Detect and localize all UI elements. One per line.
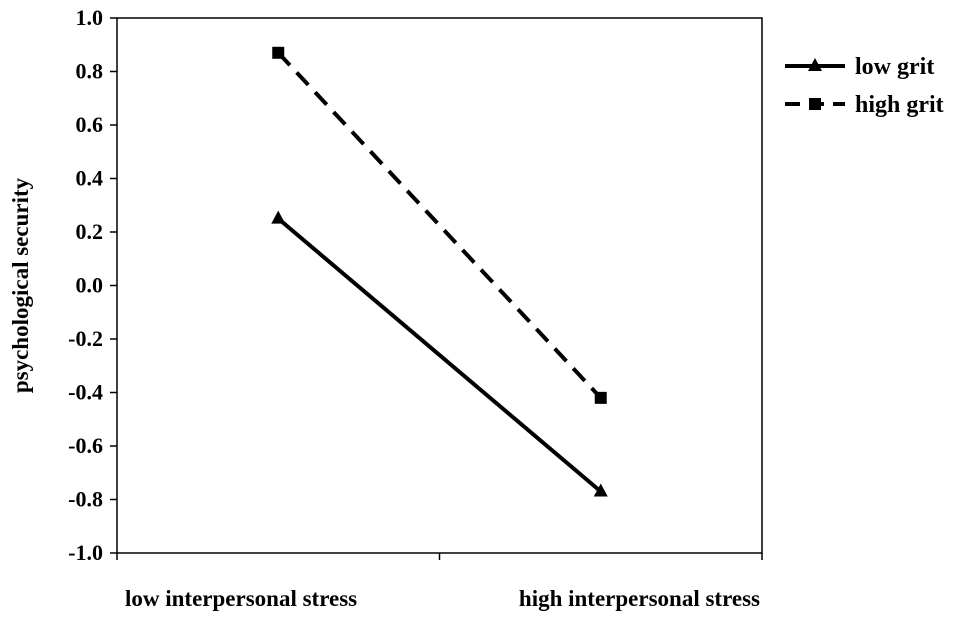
y-axis: 1.0 0.8 0.6 0.4 0.2 0.0 -0.2 -0.4 -0.6 -0.8 -1.0 (68, 5, 117, 565)
series-line-high-grit (276, 51, 603, 400)
series-high-grit (272, 46, 607, 404)
y-axis-title: psychological security (8, 177, 33, 393)
y-tick-label: -0.8 (68, 487, 103, 512)
x-category-label: low interpersonal stress (125, 586, 357, 611)
legend-item-low-grit: low grit (785, 54, 934, 80)
data-point-high-grit (272, 46, 285, 59)
y-tick-label: 0.2 (76, 219, 104, 244)
y-tick-label: -0.4 (68, 380, 103, 405)
legend-item-high-grit: high grit (785, 92, 944, 118)
legend: low grit high grit (785, 54, 944, 118)
legend-label: high grit (855, 92, 944, 118)
data-point-low-grit (271, 210, 286, 224)
plot-area (116, 17, 763, 554)
legend-marker (808, 58, 822, 71)
y-tick-label: -0.2 (68, 326, 103, 351)
y-tick-label: 0.4 (76, 166, 104, 191)
data-point-high-grit (594, 391, 607, 404)
legend-marker (809, 98, 821, 110)
x-axis: low interpersonal stress high interperson… (116, 553, 763, 611)
y-tick-label: -0.6 (68, 433, 103, 458)
series-low-grit (271, 210, 608, 497)
x-category-label: high interpersonal stress (519, 586, 760, 611)
series-line-low-grit (276, 217, 603, 494)
data-point-low-grit (593, 483, 608, 497)
y-tick-label: 1.0 (76, 5, 104, 30)
legend-label: low grit (855, 54, 934, 80)
y-tick-label: 0.0 (76, 273, 104, 298)
y-tick-label: -1.0 (68, 540, 103, 565)
plot-border (116, 17, 763, 554)
y-tick-label: 0.8 (76, 59, 104, 84)
series-layer (271, 46, 608, 497)
y-tick-label: 0.6 (76, 112, 104, 137)
